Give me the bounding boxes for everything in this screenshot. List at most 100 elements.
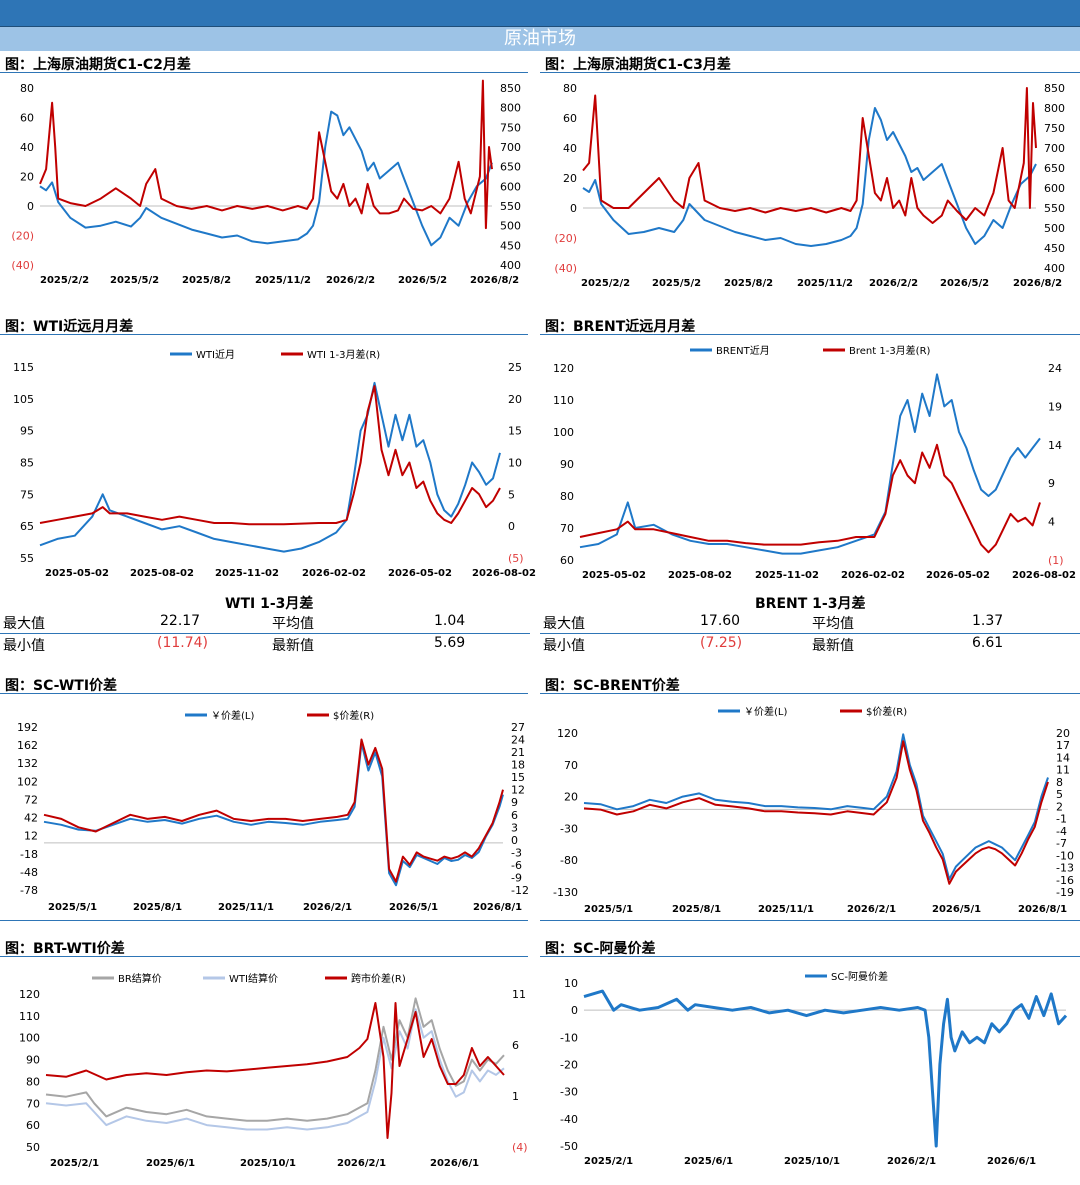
divider — [540, 72, 1080, 73]
x-tick-label: 2026/6/1 — [987, 1156, 1036, 1167]
y2-tick-label: 4 — [1048, 516, 1055, 529]
y-tick-label: -20 — [560, 1059, 578, 1072]
y2-tick-label: 20 — [1056, 727, 1070, 740]
y-tick-label: 12 — [24, 830, 38, 843]
y2-tick-label: 800 — [1044, 102, 1065, 115]
y2-tick-label: 0 — [511, 834, 518, 847]
divider — [540, 920, 1080, 921]
y-tick-label: 105 — [13, 393, 34, 406]
divider — [540, 334, 1080, 335]
y2-tick-label: -12 — [511, 884, 529, 897]
series-line — [583, 733, 1049, 881]
y2-tick-label: 500 — [500, 220, 521, 233]
y2-tick-label: 15 — [508, 425, 522, 438]
y-tick-label: 90 — [560, 458, 574, 471]
divider — [0, 693, 528, 694]
y2-tick-label: 1 — [512, 1090, 519, 1103]
legend-label: 跨市价差(R) — [351, 972, 406, 985]
series-line — [582, 87, 1037, 224]
x-tick-label: 2025/5/2 — [652, 278, 701, 289]
y2-tick-label: 9 — [511, 796, 518, 809]
y2-tick-label: 18 — [511, 759, 525, 772]
y2-tick-label: 850 — [1044, 82, 1065, 95]
y-tick-label: 100 — [553, 426, 574, 439]
y-tick-label: 120 — [553, 362, 574, 375]
x-tick-label: 2026/2/1 — [337, 1158, 386, 1169]
y-tick-label: 100 — [19, 1032, 40, 1045]
y2-tick-label: 8 — [1056, 776, 1063, 789]
panel-title-sc-brent: 图：SC-BRENT价差 — [545, 678, 680, 694]
y2-tick-label: 750 — [500, 121, 521, 134]
series-line — [39, 110, 493, 247]
y-tick-label: 60 — [26, 1119, 40, 1132]
stats-value: 6.61 — [972, 635, 1004, 651]
x-tick-label: 2026-02-02 — [841, 570, 905, 581]
y-tick-label: 10 — [564, 977, 578, 990]
stats-value: 17.60 — [700, 613, 741, 629]
y-tick-label: -10 — [560, 1031, 578, 1044]
y-tick-label: 102 — [17, 775, 38, 788]
y2-tick-label: 14 — [1048, 439, 1062, 452]
panel-title-brt-wti: 图：BRT-WTI价差 — [5, 941, 125, 957]
x-tick-label: 2025/2/2 — [40, 275, 89, 286]
x-tick-label: 2026/8/2 — [470, 275, 519, 286]
series-line — [579, 373, 1041, 555]
x-tick-label: 2026/2/1 — [847, 904, 896, 915]
legend-label: $价差(R) — [866, 705, 907, 718]
stats-value: (7.25) — [700, 635, 743, 651]
y-tick-label: 20 — [563, 172, 577, 185]
stats-value: 1.04 — [434, 613, 466, 629]
y-tick-label: 65 — [20, 520, 34, 533]
panel-title-sc-c1c3: 图：上海原油期货C1-C3月差 — [545, 57, 731, 73]
x-tick-label: 2025/5/1 — [584, 904, 633, 915]
x-tick-label: 2025-08-02 — [668, 570, 732, 581]
panel-title-sc-c1c2: 图：上海原油期货C1-C2月差 — [5, 57, 191, 73]
y-tick-label: 70 — [26, 1097, 40, 1110]
y2-tick-label: 800 — [500, 102, 521, 115]
x-tick-label: 2025/11/2 — [797, 278, 853, 289]
y-tick-label: 42 — [24, 812, 38, 825]
series-line — [45, 1008, 505, 1131]
x-tick-label: 2026/8/1 — [1018, 904, 1067, 915]
stats-label: 最新值 — [272, 638, 314, 654]
series-line — [45, 997, 505, 1122]
y2-tick-label: 17 — [1056, 739, 1070, 752]
legend-label: $价差(R) — [333, 709, 374, 722]
x-tick-label: 2025-05-02 — [582, 570, 646, 581]
legend-label: BR结算价 — [118, 972, 162, 985]
divider — [0, 920, 528, 921]
stats-value: 1.37 — [972, 613, 1004, 629]
series-line — [43, 742, 504, 887]
y2-tick-label: 700 — [500, 141, 521, 154]
y2-tick-label: -1 — [1056, 813, 1067, 826]
y-tick-label: (20) — [11, 230, 34, 243]
x-tick-label: 2025/11/2 — [255, 275, 311, 286]
top-bar — [0, 0, 1080, 27]
panel-title-brent-spread: 图：BRENT近远月月差 — [545, 319, 696, 335]
y2-tick-label: -6 — [511, 859, 522, 872]
series-line — [583, 989, 1068, 1148]
brent-stats: BRENT 1-3月差 最大值 17.60 平均值 1.37 最小值 (7.25… — [540, 593, 1080, 654]
legend-label: ￥价差(L) — [211, 709, 254, 722]
x-tick-label: 2026/2/2 — [869, 278, 918, 289]
y2-tick-label: 21 — [511, 746, 525, 759]
y2-tick-label: 850 — [500, 82, 521, 95]
y-tick-label: 0 — [570, 202, 577, 215]
series-line — [39, 385, 501, 526]
y-tick-label: -50 — [560, 1140, 578, 1153]
divider — [0, 334, 528, 335]
y2-tick-label: -13 — [1056, 862, 1074, 875]
y2-tick-label: -16 — [1056, 874, 1074, 887]
y-tick-label: 60 — [20, 112, 34, 125]
stats-title: BRENT 1-3月差 — [755, 596, 866, 612]
x-tick-label: 2025/6/1 — [684, 1156, 733, 1167]
x-tick-label: 2026/6/1 — [430, 1158, 479, 1169]
y-tick-label: 132 — [17, 757, 38, 770]
x-tick-label: 2025/5/1 — [48, 902, 97, 913]
y-tick-label: (40) — [554, 262, 577, 275]
y2-tick-label: 400 — [1044, 262, 1065, 275]
x-tick-label: 2025/11/1 — [758, 904, 814, 915]
series-line — [583, 740, 1049, 885]
y-tick-label: -30 — [560, 1086, 578, 1099]
